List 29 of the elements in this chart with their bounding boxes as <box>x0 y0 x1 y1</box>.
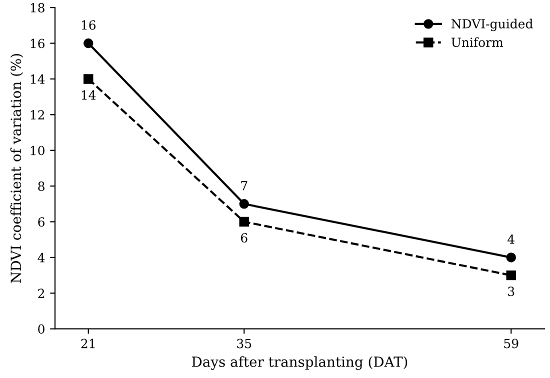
data-label: 7 <box>241 181 248 190</box>
point <box>239 199 249 209</box>
data-label: 16 <box>82 20 96 30</box>
point <box>84 38 94 48</box>
legend-label: Uniform <box>451 37 504 48</box>
y-tick-label: 16 <box>30 38 44 48</box>
data-label: 3 <box>508 286 514 296</box>
y-axis-title: NDVI coefficient of variation (%) <box>10 54 24 283</box>
point <box>239 216 249 227</box>
y-tick-label: 12 <box>30 110 44 120</box>
data-label: 4 <box>508 234 514 244</box>
point <box>506 252 516 262</box>
y-tick-label: 6 <box>38 217 44 227</box>
y-tick-label: 18 <box>30 3 44 12</box>
y-tick-label: 10 <box>30 146 44 156</box>
x-tick-label: 21 <box>81 338 95 348</box>
x-tick-label: 35 <box>237 338 252 348</box>
y-tick-label: 14 <box>30 74 45 84</box>
point <box>84 74 94 84</box>
y-tick-label: 8 <box>38 182 44 191</box>
y-tick-label: 0 <box>38 324 44 334</box>
point <box>506 270 516 280</box>
y-tick-label: 2 <box>38 288 44 298</box>
data-label: 14 <box>82 90 96 100</box>
y-tick-label: 4 <box>38 252 45 262</box>
legend-label: NDVI-guided <box>451 18 533 32</box>
x-tick-label: 59 <box>504 338 518 348</box>
data-label: 6 <box>240 233 248 243</box>
x-axis-title: Days after transplanting (DAT) <box>192 356 408 370</box>
